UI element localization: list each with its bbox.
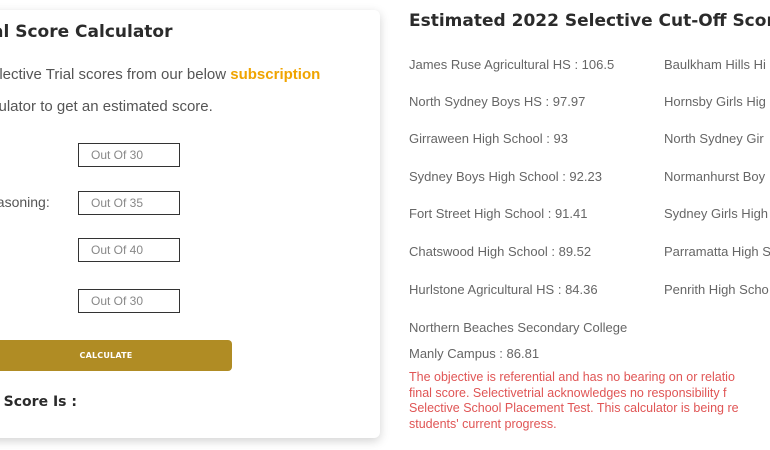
disclaimer-line: students' current progress. [409,416,557,431]
calculator-intro-line2: culator to get an estimated score. [0,98,213,115]
score-input-1[interactable] [78,143,180,167]
school-item: James Ruse Agricultural HS : 106.5 [409,57,615,72]
school-item: Manly Campus : 86.81 [409,346,540,361]
reasoning-score-input[interactable] [78,191,180,215]
score-input-3[interactable] [78,238,180,262]
score-input-4[interactable] [78,289,180,313]
final-score-label: l Score Is : [0,394,77,410]
school-item: Fort Street High School : 91.41 [409,206,588,221]
calculator-title: al Score Calculator [0,22,173,42]
school-item: Girraween High School : 93 [409,131,568,146]
calculate-button[interactable]: CALCULATE [0,340,232,371]
school-item: Sydney Boys High School : 92.23 [409,169,602,184]
school-item: Baulkham Hills Hi [664,57,766,72]
school-item: Normanhurst Boy [664,169,766,184]
school-item: North Sydney Gir [664,131,764,146]
intro-text: elective Trial scores from our below [0,66,231,83]
subscription-link[interactable]: subscription [230,66,321,83]
reasoning-label: easoning: [0,194,50,210]
school-item: Hornsby Girls Hig [664,94,766,109]
school-item: Chatswood High School : 89.52 [409,244,592,259]
school-item: North Sydney Boys HS : 97.97 [409,94,586,109]
school-item: Penrith High Scho [664,282,769,297]
school-item: Hurlstone Agricultural HS : 84.36 [409,282,598,297]
cutoff-title: Estimated 2022 Selective Cut-Off Scores [409,11,770,31]
school-item: Northern Beaches Secondary College [409,320,628,335]
disclaimer-line: The objective is referential and has no … [409,370,735,384]
calculator-intro-line1: elective Trial scores from our below sub… [0,66,320,83]
school-item: Sydney Girls High [664,206,769,221]
school-item: Parramatta High S [664,244,770,259]
disclaimer-line: Selective School Placement Test. This ca… [409,401,739,415]
disclaimer-line: final score. Selectivetrial acknowledges… [409,385,727,400]
disclaimer-text: The objective is referential and has no … [409,370,770,432]
